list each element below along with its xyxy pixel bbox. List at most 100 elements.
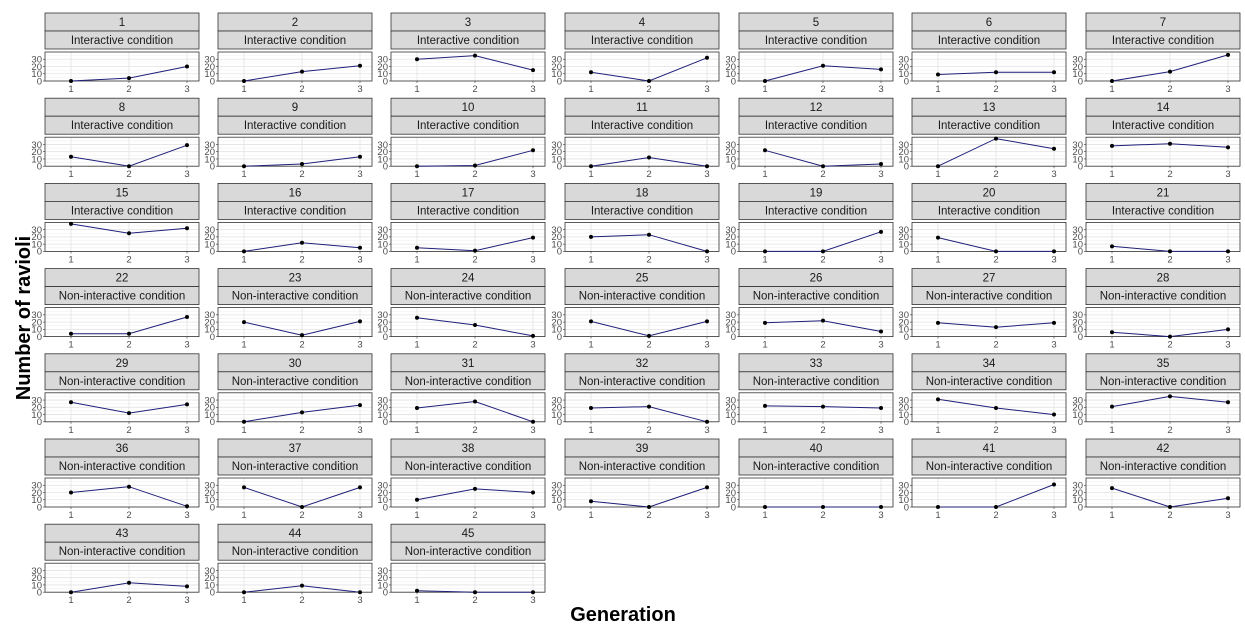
condition-strip	[1085, 456, 1241, 476]
condition-label: Non-interactive condition	[59, 461, 186, 473]
y-tick-label: 20	[1072, 317, 1083, 328]
panel-id-label: 40	[810, 443, 823, 455]
y-tick-label: 0	[37, 247, 42, 258]
y-tick-label: 0	[1078, 417, 1083, 428]
panel-id-label: 35	[1157, 358, 1170, 370]
x-tick-label: 1	[241, 254, 246, 265]
condition-label: Non-interactive condition	[926, 291, 1053, 303]
x-tick-label: 3	[1051, 84, 1056, 95]
data-point	[879, 67, 883, 72]
panel-id-label: 32	[636, 358, 649, 370]
data-point	[300, 240, 304, 245]
x-tick-label: 1	[588, 84, 593, 95]
y-tick-label: 20	[204, 147, 215, 158]
y-tick-label: 0	[1078, 247, 1083, 258]
data-point	[763, 79, 767, 83]
condition-label: Non-interactive condition	[232, 461, 359, 473]
panel-id-label: 12	[810, 102, 823, 114]
condition-label: Non-interactive condition	[232, 376, 359, 388]
data-point	[531, 68, 535, 73]
data-point	[705, 164, 709, 169]
y-tick-label: 10	[725, 410, 736, 421]
x-tick-label: 3	[530, 340, 535, 351]
data-point	[1110, 79, 1114, 83]
y-tick-label: 0	[904, 502, 909, 513]
data-point	[589, 499, 593, 504]
y-tick-label: 0	[731, 502, 736, 513]
y-tick-label: 0	[37, 162, 42, 173]
condition-strip	[44, 115, 200, 135]
y-tick-label: 20	[31, 147, 42, 158]
x-tick-label: 3	[530, 595, 535, 606]
panel-id-label: 25	[636, 273, 649, 285]
y-tick-label: 20	[377, 573, 388, 584]
data-point	[358, 485, 362, 490]
x-tick-label: 1	[935, 340, 940, 351]
y-tick-label: 0	[904, 417, 909, 428]
x-tick-label: 2	[472, 84, 477, 95]
condition-label: Non-interactive condition	[59, 376, 186, 388]
x-tick-label: 2	[472, 340, 477, 351]
y-tick-label: 30	[31, 225, 42, 236]
x-tick-label: 1	[1109, 84, 1114, 95]
y-tick-label: 0	[37, 502, 42, 513]
y-tick-label: 20	[725, 488, 736, 499]
panel-id-label: 4	[639, 17, 646, 29]
x-tick-label: 2	[472, 425, 477, 436]
panel-id-label: 16	[289, 187, 302, 199]
y-tick-label: 20	[898, 62, 909, 73]
y-tick-label: 30	[204, 481, 215, 492]
data-point	[994, 406, 998, 411]
panel-id-label: 15	[116, 187, 129, 199]
x-tick-label: 3	[704, 169, 709, 180]
data-point	[994, 70, 998, 75]
x-tick-label: 2	[126, 340, 131, 351]
data-point	[185, 143, 189, 148]
condition-label: Non-interactive condition	[405, 546, 532, 558]
y-tick-label: 20	[898, 147, 909, 158]
x-tick-label: 3	[530, 84, 535, 95]
y-tick-label: 20	[204, 317, 215, 328]
y-tick-label: 10	[725, 69, 736, 80]
x-tick-label: 1	[1109, 254, 1114, 265]
condition-label: Non-interactive condition	[753, 461, 880, 473]
y-tick-label: 20	[377, 62, 388, 73]
condition-strip	[1085, 286, 1241, 306]
data-point	[936, 164, 940, 169]
x-tick-label: 1	[935, 169, 940, 180]
x-tick-label: 2	[299, 425, 304, 436]
condition-strip	[911, 200, 1067, 220]
x-tick-label: 2	[472, 510, 477, 521]
x-tick-label: 1	[762, 84, 767, 95]
y-tick-label: 30	[31, 481, 42, 492]
x-tick-label: 2	[299, 510, 304, 521]
x-tick-label: 1	[68, 595, 73, 606]
data-point	[358, 245, 362, 250]
y-tick-label: 0	[904, 162, 909, 173]
x-tick-label: 3	[184, 510, 189, 521]
condition-strip	[564, 115, 720, 135]
y-axis-title: Number of ravioli	[13, 236, 35, 400]
y-tick-label: 10	[31, 325, 42, 336]
y-tick-label: 20	[725, 62, 736, 73]
condition-strip	[911, 456, 1067, 476]
data-point	[647, 505, 651, 509]
y-tick-label: 30	[725, 140, 736, 151]
data-point	[531, 148, 535, 153]
x-tick-label: 2	[993, 425, 998, 436]
panel-id-label: 30	[289, 358, 302, 370]
data-point	[1168, 394, 1172, 399]
y-tick-label: 30	[725, 55, 736, 66]
y-tick-label: 20	[31, 573, 42, 584]
y-tick-label: 10	[725, 239, 736, 250]
y-tick-label: 0	[210, 332, 215, 343]
condition-strip	[564, 200, 720, 220]
data-point	[415, 164, 419, 169]
x-tick-label: 2	[646, 340, 651, 351]
panel-id-label: 3	[465, 17, 471, 29]
